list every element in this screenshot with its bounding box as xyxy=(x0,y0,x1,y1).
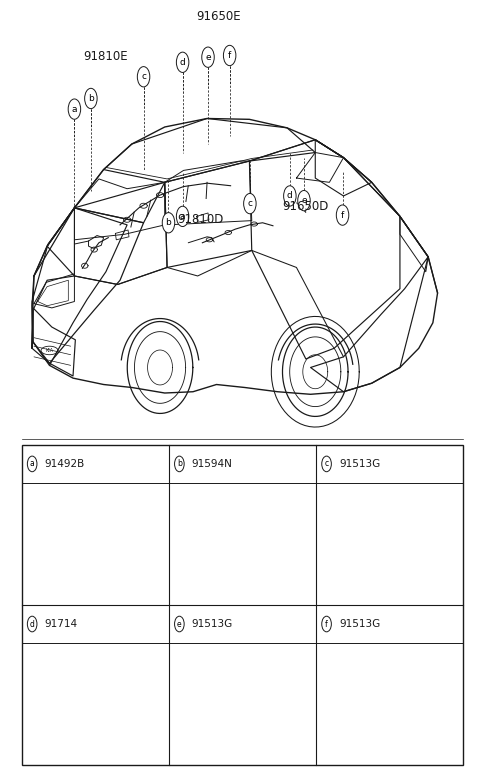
Text: e: e xyxy=(301,196,307,205)
Circle shape xyxy=(175,456,184,472)
Circle shape xyxy=(223,45,236,66)
Circle shape xyxy=(68,99,81,119)
Circle shape xyxy=(175,616,184,632)
Text: c: c xyxy=(247,199,252,208)
Text: b: b xyxy=(88,94,94,103)
Text: 91594N: 91594N xyxy=(192,459,233,469)
Text: 91492B: 91492B xyxy=(45,459,85,469)
Text: f: f xyxy=(228,51,231,60)
Text: 91714: 91714 xyxy=(45,619,78,629)
Circle shape xyxy=(322,616,331,632)
Text: b: b xyxy=(166,218,171,227)
Text: a: a xyxy=(180,212,185,221)
Circle shape xyxy=(27,456,37,472)
Circle shape xyxy=(27,616,37,632)
Circle shape xyxy=(244,194,256,214)
Text: a: a xyxy=(30,459,35,469)
Text: 91513G: 91513G xyxy=(192,619,233,629)
Circle shape xyxy=(137,66,150,87)
Text: f: f xyxy=(325,619,328,629)
Circle shape xyxy=(176,206,189,226)
Text: 91810E: 91810E xyxy=(84,50,128,63)
Text: 91650D: 91650D xyxy=(283,199,329,212)
Text: e: e xyxy=(177,619,181,629)
Text: d: d xyxy=(287,191,293,201)
Text: d: d xyxy=(30,619,35,629)
Circle shape xyxy=(202,47,214,67)
Text: KIA: KIA xyxy=(46,348,54,353)
Circle shape xyxy=(298,191,310,211)
Text: c: c xyxy=(324,459,329,469)
Circle shape xyxy=(176,52,189,73)
Bar xyxy=(22,445,463,765)
Circle shape xyxy=(162,212,175,233)
Text: f: f xyxy=(341,211,344,219)
Text: 91513G: 91513G xyxy=(339,459,380,469)
Circle shape xyxy=(284,186,296,206)
Circle shape xyxy=(322,456,331,472)
Text: c: c xyxy=(141,73,146,81)
Text: b: b xyxy=(177,459,182,469)
Circle shape xyxy=(84,88,97,109)
Text: 91810D: 91810D xyxy=(177,213,223,226)
Text: 91513G: 91513G xyxy=(339,619,380,629)
Circle shape xyxy=(336,205,349,225)
Text: d: d xyxy=(180,58,185,67)
Text: 91650E: 91650E xyxy=(196,9,241,23)
Text: e: e xyxy=(205,52,211,62)
Text: a: a xyxy=(72,105,77,113)
